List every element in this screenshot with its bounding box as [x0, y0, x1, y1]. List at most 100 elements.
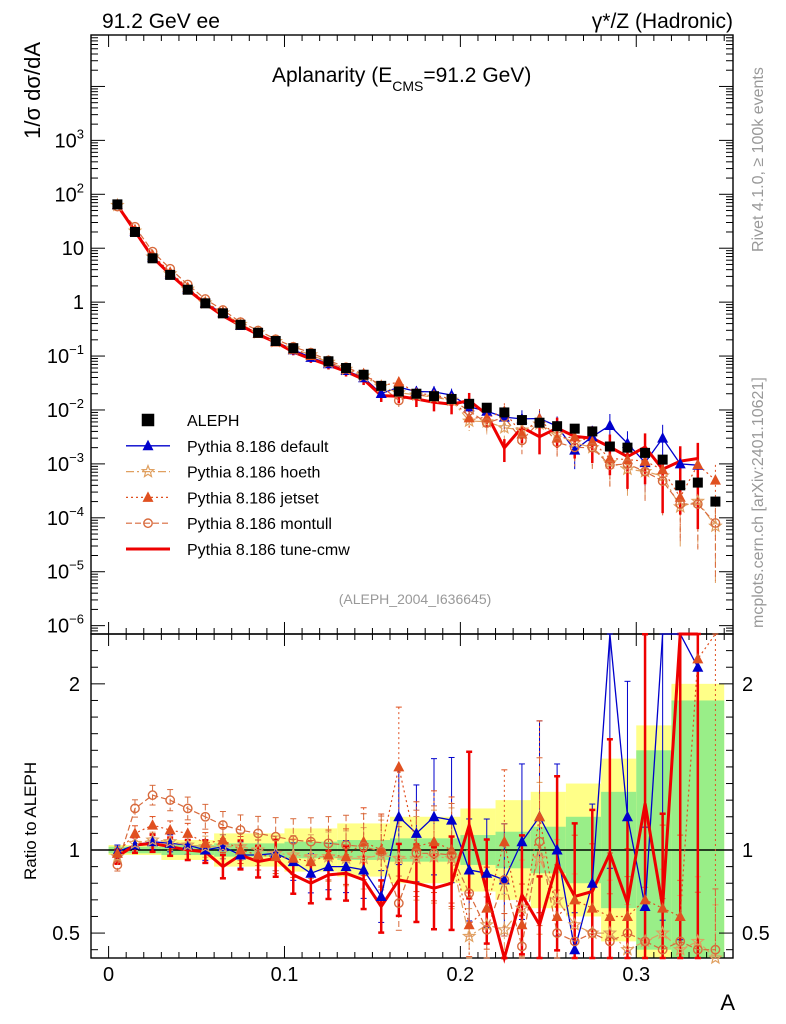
series-marker-top-2-25	[551, 432, 563, 443]
series-marker-ratio-3-23	[517, 941, 527, 952]
series-marker-ratio-2-26	[569, 893, 581, 905]
series-marker-ratio-2-18	[428, 835, 440, 847]
series-marker-top-0-28	[604, 419, 616, 431]
legend-marker-0	[141, 413, 155, 427]
y-tick-label-top-0: 103	[55, 126, 84, 152]
series-marker-ratio-3-15	[376, 846, 387, 857]
y-tick-label-bottom-right-1: 1	[742, 840, 753, 862]
y-axis-label-bottom: Ratio to ALEPH	[21, 762, 40, 880]
series-marker-ratio-1-25	[549, 892, 565, 907]
x-tick-label-3: 0.3	[622, 964, 650, 986]
series-marker-top-3-28	[604, 460, 615, 471]
series-marker-ratio-2-9	[270, 850, 282, 862]
aleph-point-10	[288, 343, 299, 354]
aleph-point-2	[147, 253, 158, 264]
axis-labels: 0 0.1 0.2 0.310310210110−110−210−310−410−51…	[47, 126, 770, 986]
series-marker-ratio-1-23	[514, 900, 530, 915]
aleph-point-33	[692, 477, 703, 488]
series-marker-ratio-0-21	[481, 867, 493, 878]
y-tick-base: 10	[55, 130, 77, 152]
series-marker-ratio-0-15	[375, 890, 387, 902]
aleph-point-28	[604, 441, 615, 452]
aleph-point-20	[464, 398, 475, 409]
legend-label-4: Pythia 8.186 montull	[187, 516, 332, 533]
y-tick-base: 10	[47, 346, 69, 368]
series-marker-ratio-3-2	[147, 790, 158, 801]
series-marker-ratio-2-5	[199, 837, 211, 848]
aleph-point-9	[270, 336, 281, 347]
series-marker-ratio-3-19	[446, 850, 457, 860]
series-marker-ratio-3-30	[640, 936, 650, 947]
series-marker-ratio-2-6	[217, 834, 229, 845]
series-marker-ratio-0-33	[692, 661, 704, 672]
series-marker-ratio-3-21	[481, 924, 492, 935]
series-marker-ratio-1-32	[672, 942, 688, 956]
legend-marker-1	[142, 439, 154, 451]
mcplots-reference-label: mcplots.cern.ch [arXiv:2401.10621]	[750, 377, 767, 628]
series-marker-top-2-26	[569, 431, 581, 442]
series-marker-ratio-0-29	[621, 810, 633, 822]
chart-title-main: Aplanarity (E	[272, 64, 392, 87]
legend-marker-3	[142, 491, 154, 502]
series-marker-ratio-3-24	[534, 836, 545, 847]
rivet-version-label: Rivet 4.1.0, ≥ 100k events	[750, 67, 767, 252]
series-marker-ratio-0-30	[639, 900, 651, 911]
aleph-point-30	[640, 447, 651, 458]
series-marker-ratio-1-33	[690, 933, 706, 948]
aleph-point-12	[323, 356, 334, 367]
header-right-label: γ*/Z (Hadronic)	[592, 10, 733, 33]
series-marker-ratio-3-6	[218, 820, 228, 830]
series-marker-ratio-2-17	[410, 840, 422, 852]
series-marker-ratio-2-15	[375, 844, 387, 855]
y-tick-exponent: 2	[77, 180, 84, 195]
series-marker-ratio-1-29	[620, 942, 635, 956]
series-marker-ratio-3-31	[657, 944, 668, 955]
x-axis-label: A	[720, 990, 735, 1015]
series-marker-top-0-26	[569, 444, 581, 455]
y-tick-base: 10	[47, 454, 69, 476]
series-marker-top-0-15	[375, 387, 387, 399]
aleph-point-16	[393, 386, 404, 397]
x-tick-label-0: 0	[103, 964, 114, 986]
series-line-ratio-0	[117, 633, 699, 950]
legend-label-2: Pythia 8.186 hoeth	[187, 465, 320, 482]
series-marker-ratio-2-13	[340, 850, 352, 862]
series-marker-top-1-29	[620, 461, 635, 476]
series-line-ratio-4	[116, 632, 698, 964]
series-marker-top-2-23	[516, 428, 528, 439]
series-marker-ratio-3-10	[288, 835, 299, 845]
series-marker-ratio-3-9	[270, 831, 281, 842]
aleph-point-18	[428, 391, 439, 402]
series-marker-ratio-3-13	[341, 840, 351, 850]
aleph-point-21	[481, 402, 492, 413]
y-tick-label-top-3: 1	[73, 292, 84, 314]
series-marker-top-3-31	[657, 476, 668, 486]
aleph-point-4	[182, 284, 193, 295]
y-tick-label-top-6: 10−3	[47, 450, 84, 476]
y-tick-base: 10	[47, 508, 69, 530]
aleph-point-14	[358, 369, 369, 380]
series-marker-ratio-1-21	[479, 917, 495, 931]
y-tick-label-top-5: 10−2	[47, 396, 84, 422]
aleph-point-5	[200, 298, 211, 309]
aleph-point-6	[217, 308, 228, 319]
series-marker-ratio-2-7	[235, 844, 247, 855]
series-marker-ratio-0-13	[340, 860, 352, 872]
series-marker-ratio-3-8	[253, 828, 263, 839]
chart-title: Aplanarity (ECMS=91.2 GeV)	[272, 64, 531, 94]
series-marker-ratio-0-20	[463, 863, 475, 875]
y-tick-exponent: 3	[77, 126, 84, 141]
series-marker-ratio-3-34	[710, 944, 721, 955]
series-marker-ratio-3-20	[464, 888, 475, 899]
series-marker-ratio-2-16	[393, 760, 405, 772]
series-marker-ratio-1-2	[145, 832, 160, 847]
y-tick-base: 1	[73, 292, 84, 314]
aleph-point-26	[569, 423, 580, 434]
series-marker-top-1-20	[461, 413, 477, 428]
series-marker-ratio-3-26	[569, 936, 580, 947]
series-marker-top-3-21	[481, 418, 492, 428]
series-marker-ratio-2-1	[129, 827, 141, 838]
series-marker-ratio-2-11	[305, 855, 317, 867]
aleph-point-32	[675, 480, 686, 491]
